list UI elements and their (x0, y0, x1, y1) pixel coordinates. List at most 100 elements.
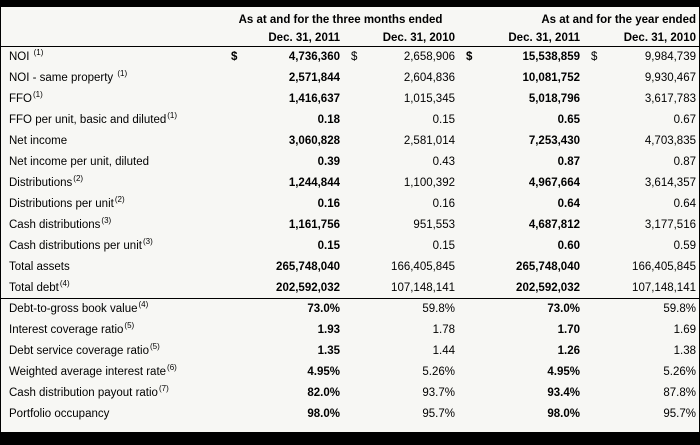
value-cell: 3,177,516 (583, 215, 699, 236)
cell-value: 3,617,783 (644, 93, 696, 105)
table-row: Cash distributions per unit(3) 0.15 0.15 0.… (1, 236, 699, 257)
cell-value: 87.8% (663, 387, 696, 399)
table-row: Portfolio occupancy 98.0% 95.7% 98.0% 95.7% (1, 404, 699, 425)
footnote-ref: (7) (158, 384, 169, 394)
cell-value: 0.15 (317, 240, 340, 252)
value-cell: 0.60 (458, 236, 583, 257)
cell-value: 0.64 (673, 198, 696, 210)
footnote-ref: (1) (167, 111, 178, 121)
value-cell: 5.26% (583, 362, 699, 383)
row-label: NOI - same property (1) (9, 69, 128, 84)
value-cell: 0.16 (223, 194, 343, 215)
footnote-ref: (3) (101, 216, 112, 226)
value-cell: 0.16 (343, 194, 458, 215)
value-cell: 0.43 (343, 152, 458, 173)
value-cell: 202,592,032 (223, 278, 343, 299)
value-cell: 202,592,032 (458, 278, 583, 299)
value-cell: 0.15 (343, 110, 458, 131)
column-header-y-2010: Dec. 31, 2010 (623, 31, 696, 44)
cell-value: 166,405,845 (391, 261, 455, 273)
value-cell: 98.0% (458, 404, 583, 425)
cell-value: 1,244,844 (288, 177, 340, 189)
cell-value: 265,748,040 (276, 261, 340, 273)
footnote-ref: (1) (117, 69, 128, 79)
row-label: Weighted average interest rate(6) (9, 363, 177, 378)
column-group-header-row: As at and for the three months ended As … (1, 10, 699, 29)
table-row: FFO per unit, basic and diluted(1) 0.18 0.… (1, 110, 699, 131)
value-cell: 3,617,783 (583, 89, 699, 110)
dollar-sign: $ (351, 51, 358, 63)
value-cell: 0.87 (583, 152, 699, 173)
cell-value: 73.0% (307, 303, 340, 315)
cell-value: 0.67 (673, 114, 696, 126)
value-cell: $15,538,859 (458, 47, 583, 68)
table-body: NOI (1) $4,736,360 $2,658,906 $15,538,859 $9… (1, 47, 699, 425)
cell-value: 15,538,859 (522, 51, 580, 63)
value-cell: 265,748,040 (223, 257, 343, 278)
value-cell: 0.39 (223, 152, 343, 173)
footnote-ref: (5) (149, 342, 160, 352)
cell-value: 1.93 (317, 324, 340, 336)
cell-value: 93.4% (547, 387, 580, 399)
table-row: NOI - same property (1) 2,571,844 2,604,83… (1, 68, 699, 89)
dollar-sign: $ (231, 51, 238, 63)
cell-value: 3,177,516 (644, 219, 696, 231)
value-cell: 3,060,828 (223, 131, 343, 152)
row-label: Debt service coverage ratio(5) (9, 342, 160, 357)
table-row: NOI (1) $4,736,360 $2,658,906 $15,538,859 $9… (1, 47, 699, 68)
value-cell: 0.87 (458, 152, 583, 173)
value-cell: $4,736,360 (223, 47, 343, 68)
row-label: Net income per unit, diluted (9, 156, 149, 168)
value-cell: 7,253,430 (458, 131, 583, 152)
cell-value: 0.65 (557, 114, 580, 126)
table-row: Distributions(2) 1,244,844 1,100,392 4,967,… (1, 173, 699, 194)
footnote-ref: (4) (138, 300, 149, 310)
cell-value: 0.87 (673, 156, 696, 168)
value-cell: 1,416,637 (223, 89, 343, 110)
footnote-ref: (5) (124, 321, 135, 331)
cell-value: 1,416,637 (288, 93, 340, 105)
table-row: Net income per unit, diluted 0.39 0.43 0.87… (1, 152, 699, 173)
footnote-ref: (3) (142, 237, 153, 247)
cell-value: 98.0% (547, 408, 580, 420)
value-cell: 0.67 (583, 110, 699, 131)
cell-value: 1.70 (557, 324, 580, 336)
value-cell: 9,930,467 (583, 68, 699, 89)
value-cell: 98.0% (223, 404, 343, 425)
cell-value: 1.69 (673, 324, 696, 336)
footnote-ref: (6) (167, 363, 177, 373)
value-cell: 166,405,845 (583, 257, 699, 278)
value-cell: 95.7% (583, 404, 699, 425)
cell-value: 0.18 (317, 114, 340, 126)
row-label: Interest coverage ratio(5) (9, 321, 135, 336)
cell-value: 0.16 (432, 198, 455, 210)
cell-value: 1.26 (557, 345, 580, 357)
value-cell: 0.18 (223, 110, 343, 131)
cell-value: 4.95% (307, 366, 340, 378)
footnote-ref: (1) (33, 90, 43, 100)
value-cell: 5.26% (343, 362, 458, 383)
value-cell: 2,571,844 (223, 68, 343, 89)
value-cell: 1.93 (223, 320, 343, 341)
cell-value: 2,571,844 (288, 72, 340, 84)
row-label: Distributions per unit(2) (9, 195, 125, 210)
table-row: Debt-to-gross book value(4) 73.0% 59.8% 73.… (1, 299, 699, 320)
cell-value: 73.0% (547, 303, 580, 315)
cell-value: 1,161,756 (288, 219, 340, 231)
table-row: Debt service coverage ratio(5) 1.35 1.44 1.… (1, 341, 699, 362)
value-cell: 87.8% (583, 383, 699, 404)
cell-value: 1,015,345 (403, 93, 455, 105)
cell-value: 93.7% (422, 387, 455, 399)
cell-value: 1.38 (673, 345, 696, 357)
value-cell: $2,658,906 (343, 47, 458, 68)
cell-value: 59.8% (422, 303, 455, 315)
value-cell: 59.8% (583, 299, 699, 320)
table-row: Net income 3,060,828 2,581,014 7,253,430 4,7… (1, 131, 699, 152)
value-cell: 4,687,812 (458, 215, 583, 236)
value-cell: 0.65 (458, 110, 583, 131)
cell-value: 107,148,141 (632, 282, 696, 294)
row-label: Debt-to-gross book value(4) (9, 300, 149, 315)
value-cell: 73.0% (223, 299, 343, 320)
cell-value: 0.16 (317, 198, 340, 210)
